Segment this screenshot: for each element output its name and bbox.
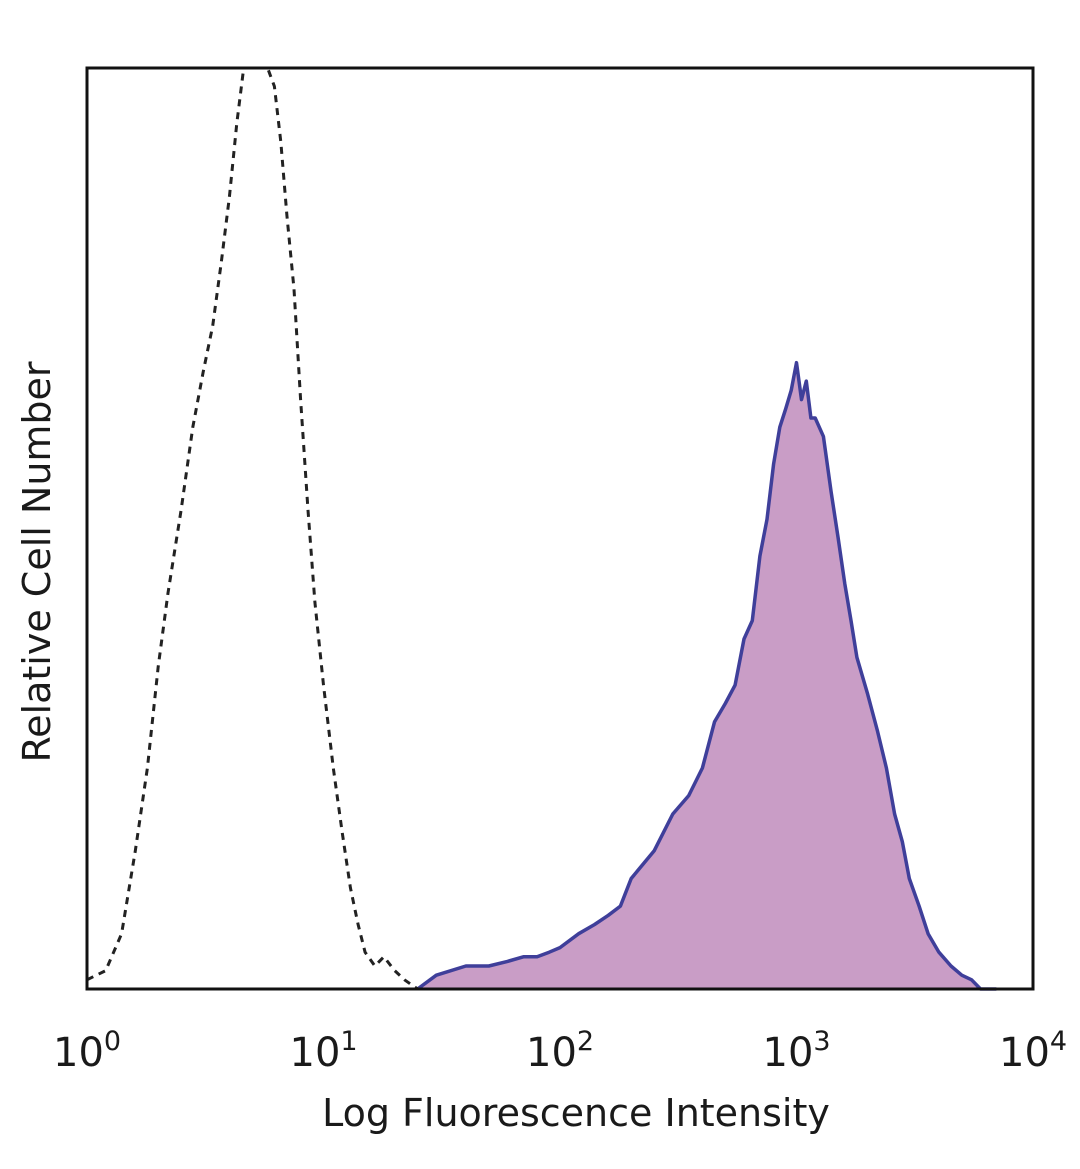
plot-frame [85,66,1035,991]
x-tick-exponent: 0 [104,1026,121,1057]
x-tick-label: 101 [290,1026,358,1076]
x-tick-base: 10 [999,1030,1050,1076]
x-tick-label: 102 [526,1026,594,1076]
y-axis-label: Relative Cell Number [15,361,59,762]
x-tick-exponent: 2 [577,1026,594,1057]
x-tick-base: 10 [526,1030,577,1076]
x-tick-exponent: 4 [1050,1026,1067,1057]
x-tick-exponent: 3 [813,1026,830,1057]
series-1-area [417,362,997,989]
plot-area [86,66,997,991]
x-tick-label: 103 [763,1026,831,1076]
x-tick-base: 10 [53,1030,104,1076]
x-tick-exponent: 1 [340,1026,357,1057]
series-0-line [86,66,419,991]
x-tick-label: 104 [999,1026,1067,1076]
series-1-line [416,360,997,991]
x-tick-base: 10 [290,1030,341,1076]
x-axis-ticks: 100 101 102 103 104 [53,1026,1067,1076]
x-axis-label: Log Fluorescence Intensity [322,1091,830,1135]
x-tick-label: 100 [53,1026,121,1076]
x-tick-base: 10 [763,1030,814,1076]
